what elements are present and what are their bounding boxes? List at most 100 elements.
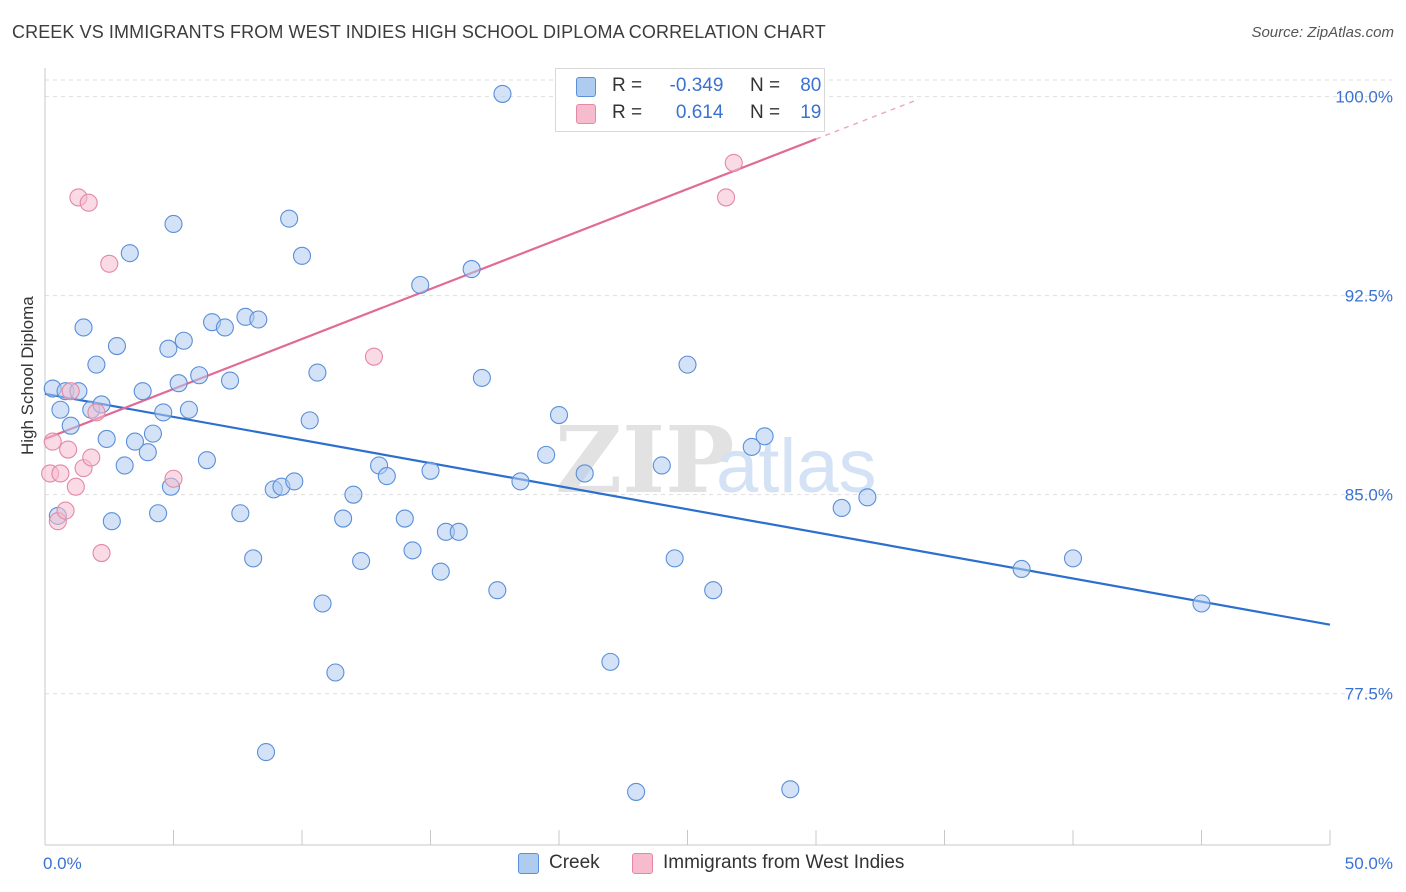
- creek-point-21: [164, 214, 183, 234]
- creek-point-50: [411, 275, 430, 295]
- creek-point-47: [377, 467, 396, 486]
- creek-point-79: [742, 437, 761, 456]
- creek-point-67: [704, 581, 723, 600]
- creek-point-23: [174, 331, 193, 350]
- wi-point-17: [716, 188, 736, 207]
- creek-point-25: [190, 366, 209, 385]
- wi-point-18: [724, 153, 743, 172]
- wi-point-14: [100, 254, 119, 273]
- creek-swatch: [576, 77, 596, 97]
- chart-source: Source: ZipAtlas.com: [1251, 24, 1394, 41]
- creek-point-42: [313, 594, 332, 613]
- tick-labels: 77.5% 85.0% 92.5% 100.0% 0.0% 50.0%: [43, 88, 1393, 873]
- creek-point-16: [138, 443, 157, 462]
- creek-n-label: N =: [749, 75, 781, 96]
- x-tick-label-max: 50.0%: [1345, 854, 1393, 873]
- creek-point-72: [1012, 559, 1031, 579]
- creek-point-56: [472, 368, 491, 387]
- y-axis-label: High School Diploma: [18, 296, 37, 455]
- creek-point-18: [149, 504, 168, 523]
- creek-point-34: [256, 743, 276, 762]
- wi-legend-label: Immigrants from West Indies: [663, 852, 905, 873]
- wi-r-label: R =: [612, 102, 643, 123]
- creek-point-30: [231, 504, 250, 523]
- y-tick-label-0: 77.5%: [1345, 685, 1393, 704]
- wi-point-11: [82, 448, 101, 467]
- creek-point-28: [215, 318, 234, 337]
- creek-point-58: [493, 84, 512, 103]
- wi-point-4: [56, 501, 75, 520]
- creek-n-value: 80: [800, 75, 822, 96]
- y-tick-label-3: 100.0%: [1335, 88, 1393, 107]
- creek-trend-line: [44, 392, 1331, 626]
- wi-r-value: 0.614: [675, 102, 724, 123]
- creek-point-64: [652, 456, 671, 475]
- creek-point-10: [102, 512, 121, 531]
- wi-point-10: [79, 193, 98, 212]
- creek-point-49: [403, 541, 422, 560]
- creek-point-22: [169, 374, 188, 393]
- watermark-atlas: atlas: [716, 424, 877, 509]
- creek-point-9: [97, 429, 116, 448]
- creek-point-13: [120, 244, 139, 263]
- x-tick-label-min: 0.0%: [43, 854, 82, 873]
- creek-point-17: [143, 424, 162, 443]
- creek-point-7: [87, 355, 106, 374]
- creek-point-61: [575, 464, 594, 483]
- wi-legend-swatch: [632, 853, 653, 874]
- creek-point-39: [292, 246, 312, 265]
- creek-point-66: [678, 355, 697, 374]
- creek-point-41: [308, 363, 327, 382]
- wi-point-1: [43, 432, 62, 451]
- wi-point-3: [51, 464, 70, 483]
- creek-legend-swatch: [518, 853, 539, 874]
- creek-point-29: [220, 371, 240, 390]
- creek-point-5: [74, 318, 93, 337]
- wi-n-value: 19: [800, 102, 822, 123]
- creek-r-label: R =: [612, 75, 643, 96]
- creek-point-11: [107, 337, 127, 356]
- creek-point-19: [154, 403, 173, 422]
- creek-point-59: [511, 472, 530, 491]
- creek-point-52: [431, 562, 450, 581]
- wi-trend-extension: [815, 98, 920, 140]
- creek-point-12: [115, 456, 134, 475]
- creek-point-73: [1063, 549, 1083, 568]
- creek-point-48: [395, 509, 414, 528]
- creek-point-54: [449, 522, 468, 541]
- chart-title: CREEK VS IMMIGRANTS FROM WEST INDIES HIG…: [12, 22, 826, 42]
- creek-point-62: [601, 652, 620, 671]
- creek-point-70: [832, 498, 851, 517]
- creek-point-74: [1192, 594, 1211, 613]
- data-points: [41, 84, 1211, 801]
- creek-point-15: [133, 382, 152, 401]
- creek-point-78: [549, 406, 569, 425]
- creek-point-14: [125, 432, 144, 451]
- creek-legend-label: Creek: [549, 852, 600, 873]
- grid-lines: [45, 79, 1392, 695]
- wi-point-7: [66, 477, 85, 496]
- creek-point-3: [61, 416, 80, 435]
- creek-point-38: [285, 472, 304, 491]
- wi-point-12: [87, 403, 106, 422]
- creek-r-value: -0.349: [669, 75, 724, 96]
- creek-point-1: [51, 400, 70, 419]
- y-tick-label-2: 92.5%: [1345, 287, 1393, 306]
- wi-point-15: [164, 469, 183, 488]
- creek-point-24: [179, 400, 198, 419]
- stats-legend: R = -0.349 N = 80 R = 0.614 N = 19: [555, 68, 825, 132]
- series-legend: Creek Immigrants from West Indies: [0, 852, 1406, 878]
- creek-point-40: [300, 411, 319, 430]
- creek-point-77: [344, 485, 363, 504]
- creek-point-20: [159, 339, 178, 358]
- creek-point-43: [326, 663, 345, 682]
- wi-n-label: N =: [749, 102, 781, 123]
- creek-point-33: [249, 310, 268, 329]
- axes: [44, 68, 1331, 846]
- wi-point-13: [92, 544, 111, 563]
- y-tick-label-1: 85.0%: [1345, 486, 1393, 505]
- wi-swatch: [576, 104, 596, 124]
- creek-point-71: [858, 488, 877, 507]
